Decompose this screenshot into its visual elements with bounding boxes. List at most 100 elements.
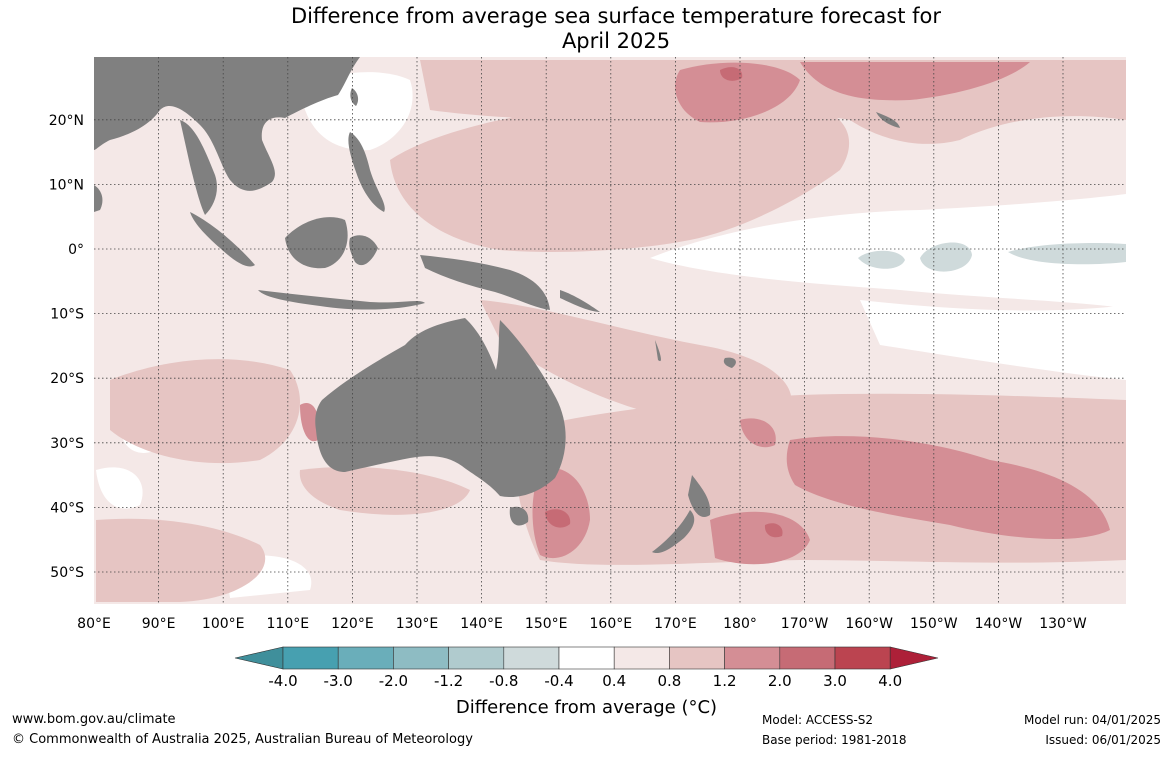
colorbar-segment: [779, 646, 836, 670]
base-period: Base period: 1981-2018: [762, 733, 907, 747]
warm-core-north-pacific: [675, 62, 800, 123]
longitude-tick-label: 80°E: [77, 616, 111, 632]
longitude-tick-label: 90°E: [142, 616, 176, 632]
warm-region-australian-bight: [299, 466, 470, 515]
warm-core-new-zealand-east: [710, 511, 810, 565]
title-line-1: Difference from average sea surface temp…: [291, 4, 941, 28]
longitude-tick-label: 150°W: [910, 616, 958, 632]
warm-region-indian-ocean: [110, 359, 300, 464]
title-line-2: April 2025: [561, 29, 671, 53]
latitude-tick-label: 50°S: [50, 565, 84, 581]
latitude-tick-label: 20°S: [50, 371, 84, 387]
colorbar-extend-high: [889, 646, 939, 670]
hawaii: [876, 112, 900, 128]
colorbar-level-label: 4.0: [878, 672, 902, 690]
copyright-text: © Commonwealth of Australia 2025, Austra…: [12, 732, 473, 747]
warm-core-north-pacific-east: [800, 62, 1030, 101]
near-normal-equatorial-tongue: [650, 194, 1126, 308]
colorbar-segment: [282, 646, 339, 670]
model-name: Model: ACCESS-S2: [762, 713, 874, 727]
colorbar-level-label: 2.0: [768, 672, 792, 690]
colorbar-segment: [448, 646, 505, 670]
sst-anomaly-map: 80°E 90°E 100°E 110°E 120°E 130°E 140°E 150°E 16…: [49, 57, 1126, 690]
warm-region-western-pacific: [390, 98, 850, 252]
map-plot-area: [94, 57, 1126, 604]
issued-date: Issued: 06/01/2025: [1045, 733, 1161, 747]
colorbar: -4.0 -3.0 -2.0 -1.2 -0.8 -0.4 0.4 0.8 1.2 2.0 3.0 4…: [234, 646, 939, 690]
longitude-tick-label: 150°E: [525, 616, 568, 632]
hot-core-north-pacific: [720, 67, 743, 81]
colorbar-extend-low: [234, 646, 284, 670]
longitude-tick-label: 140°E: [460, 616, 503, 632]
colorbar-level-label: 1.2: [713, 672, 737, 690]
longitude-tick-label: 130°W: [1039, 616, 1087, 632]
longitude-tick-label: 110°E: [267, 616, 310, 632]
latitude-tick-label: 10°S: [50, 307, 84, 323]
colorbar-level-label: -0.8: [489, 672, 518, 690]
website-link[interactable]: www.bom.gov.au/climate: [12, 712, 176, 727]
longitude-tick-label: 160°E: [590, 616, 633, 632]
longitude-tick-label: 100°E: [202, 616, 245, 632]
longitude-tick-label: 170°E: [654, 616, 697, 632]
cool-patch-central-pacific-2: [920, 242, 972, 272]
java-lesser-sunda: [258, 290, 425, 310]
new-zealand-north-island: [688, 475, 711, 518]
longitude-tick-label: 170°W: [781, 616, 829, 632]
graticule: [94, 57, 1126, 604]
sulawesi: [349, 235, 378, 266]
colorbar-segment: [613, 646, 670, 670]
colorbar-title: Difference from average (°C): [455, 697, 718, 718]
indochina-peninsula: [180, 120, 217, 215]
latitude-labels: 20°N 10°N 0° 10°S 20°S 30°S 40°S 50°S: [49, 113, 84, 581]
warm-region-coral-sea: [480, 300, 792, 425]
colorbar-segment: [393, 646, 449, 670]
colorbar-level-label: -3.0: [324, 672, 353, 690]
borneo: [285, 217, 348, 269]
warm-core-west-australia: [300, 403, 319, 442]
latitude-tick-label: 20°N: [49, 113, 84, 129]
colorbar-level-label: 3.0: [823, 672, 847, 690]
vanuatu-fiji: [655, 340, 736, 368]
hot-core-tasman: [545, 509, 571, 528]
asia-landmass: [94, 57, 360, 191]
philippines: [348, 132, 385, 212]
colorbar-segment: [558, 646, 615, 670]
longitude-tick-label: 180°: [723, 616, 757, 632]
latitude-tick-label: 40°S: [50, 500, 84, 516]
colorbar-level-label: 0.4: [602, 672, 626, 690]
cool-patch-eastern-pacific: [1008, 242, 1126, 265]
colorbar-segment: [724, 646, 781, 670]
sumatra: [190, 212, 255, 267]
cool-patch-central-pacific-1: [858, 250, 905, 269]
longitude-labels: 80°E 90°E 100°E 110°E 120°E 130°E 140°E 150°E 16…: [77, 616, 1087, 632]
sri-lanka: [94, 185, 103, 212]
land-masses: [94, 57, 900, 554]
near-normal-southern-indian: [96, 467, 143, 509]
new-zealand-south-island: [652, 510, 695, 554]
hot-core-south-pacific: [764, 523, 783, 538]
longitude-tick-label: 160°W: [845, 616, 893, 632]
map-title: Difference from average sea surface temp…: [0, 4, 1173, 54]
longitude-tick-label: 140°W: [975, 616, 1023, 632]
colorbar-level-label: -4.0: [268, 672, 297, 690]
colorbar-level-label: -1.2: [434, 672, 463, 690]
colorbar-level-label: -0.4: [544, 672, 573, 690]
colorbar-segment: [669, 646, 725, 670]
australia: [315, 318, 566, 498]
new-guinea: [420, 255, 550, 310]
model-run-date: Model run: 04/01/2025: [1023, 713, 1161, 727]
latitude-tick-label: 30°S: [50, 436, 84, 452]
warm-core-south-pacific: [786, 436, 1110, 540]
tasmania: [509, 506, 529, 526]
colorbar-segment: [834, 646, 891, 670]
colorbar-level-label: 0.8: [657, 672, 681, 690]
latitude-tick-label: 0°: [68, 242, 84, 258]
latitude-tick-label: 10°N: [49, 177, 84, 193]
near-normal-southeast-pacific: [860, 300, 1126, 380]
solomon-islands: [560, 290, 600, 312]
longitude-tick-label: 120°E: [331, 616, 374, 632]
longitude-tick-label: 130°E: [396, 616, 439, 632]
colorbar-segment: [337, 646, 394, 670]
warm-core-tasman-west: [740, 418, 776, 448]
colorbar-level-label: -2.0: [379, 672, 408, 690]
